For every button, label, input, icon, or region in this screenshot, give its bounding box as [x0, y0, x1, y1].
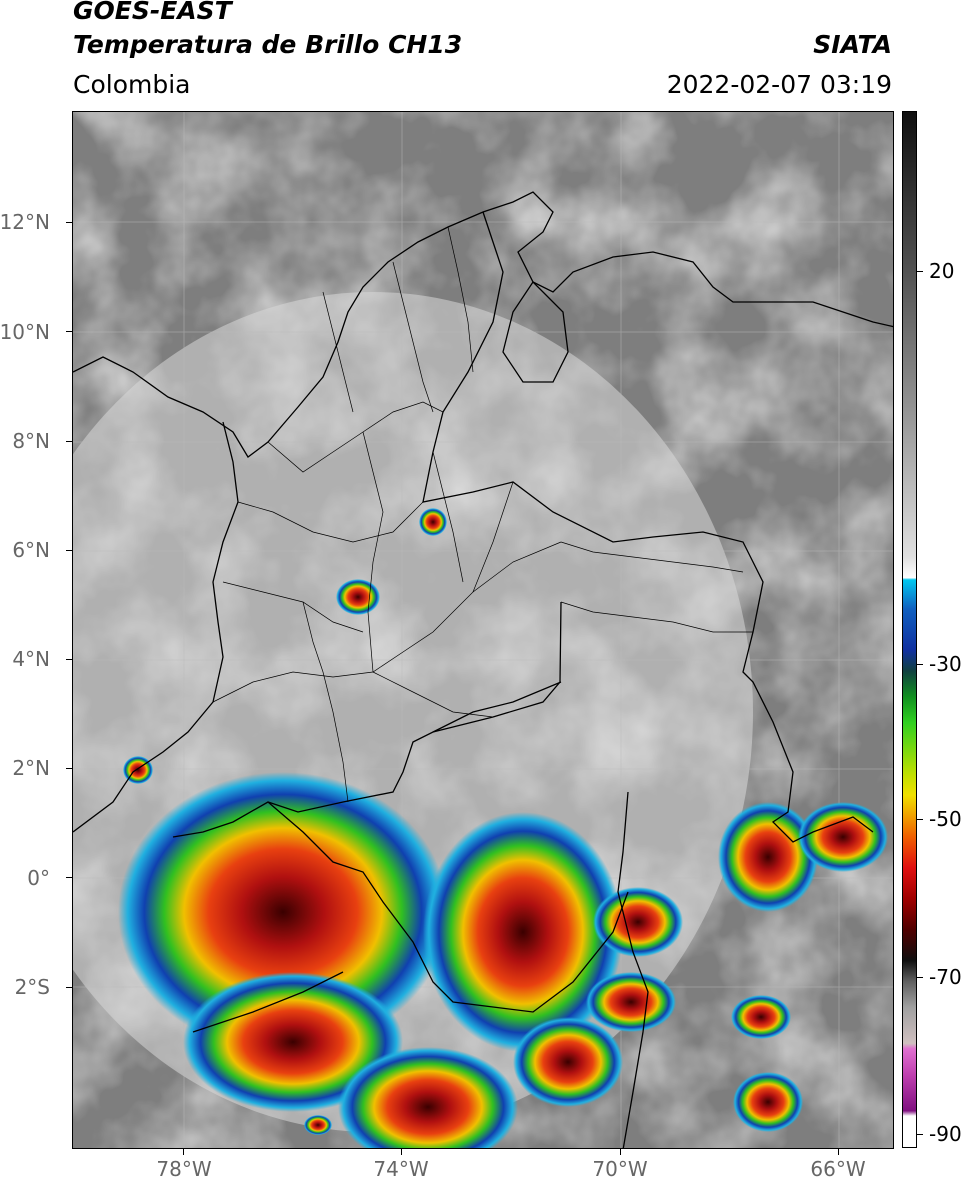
- lat-label-12n: 12°N: [0, 210, 50, 234]
- colorbar-tick: [917, 271, 923, 272]
- lat-tick: [66, 659, 72, 660]
- storm-cell: [798, 802, 888, 872]
- storm-cell: [593, 887, 683, 957]
- colorbar-tick: [917, 1134, 923, 1135]
- storm-cell: [733, 1072, 803, 1132]
- storm-cell: [304, 1115, 332, 1135]
- peru-internal-border: [192, 971, 344, 1033]
- venezuela-border: [422, 211, 874, 843]
- lat-tick: [66, 768, 72, 769]
- lon-label-70w: 70°W: [592, 1157, 648, 1181]
- storm-cell: [338, 1047, 518, 1148]
- department-borders: [212, 226, 753, 803]
- satellite-title: GOES-EAST: [73, 0, 232, 25]
- lake-maracaibo: [502, 280, 569, 383]
- colorbar-label-minus50: -50: [929, 807, 962, 831]
- caribbean-coastline: [73, 191, 893, 458]
- lat-tick: [66, 441, 72, 442]
- storm-cell: [419, 508, 447, 536]
- colorbar-label-minus90: -90: [929, 1122, 962, 1146]
- lat-label-0: 0°: [27, 866, 50, 890]
- colorbar-label-minus30: -30: [929, 652, 962, 676]
- lat-tick: [66, 877, 72, 878]
- storm-cell: [586, 972, 676, 1032]
- datetime-label: 2022-02-07 03:19: [666, 70, 892, 99]
- storm-cell: [423, 812, 623, 1052]
- map-svg: [73, 112, 893, 1148]
- lat-label-4n: 4°N: [12, 647, 50, 671]
- product-title: Temperatura de Brillo CH13: [73, 30, 463, 59]
- colorbar: [902, 111, 917, 1148]
- lon-tick: [620, 1149, 621, 1155]
- convective-storms: [118, 508, 888, 1148]
- storm-cell: [731, 995, 791, 1039]
- storm-cell: [118, 772, 448, 1052]
- colorbar-label-20: 20: [929, 259, 955, 283]
- lat-label-2s: 2°S: [14, 975, 50, 999]
- department-border: [432, 681, 562, 733]
- putumayo-border: [267, 801, 629, 1013]
- region-label: Colombia: [73, 70, 191, 99]
- lat-label-10n: 10°N: [0, 320, 50, 344]
- lon-label-74w: 74°W: [373, 1157, 429, 1181]
- satellite-map: [72, 111, 894, 1149]
- lat-tick: [66, 222, 72, 223]
- lon-label-78w: 78°W: [156, 1157, 212, 1181]
- lat-tick: [66, 331, 72, 332]
- brazil-border: [617, 791, 649, 1148]
- source-label: SIATA: [813, 30, 892, 59]
- lat-tick: [66, 550, 72, 551]
- colorbar-tick: [917, 819, 923, 820]
- storm-cell: [183, 972, 403, 1112]
- colorbar-tick: [917, 977, 923, 978]
- lat-label-6n: 6°N: [12, 538, 50, 562]
- colorbar-tick: [917, 664, 923, 665]
- storm-cell: [336, 579, 380, 615]
- lon-tick: [183, 1149, 184, 1155]
- lon-tick: [401, 1149, 402, 1155]
- lat-tick: [66, 987, 72, 988]
- colorbar-label-minus70: -70: [929, 965, 962, 989]
- storm-cell: [513, 1017, 623, 1107]
- lat-label-8n: 8°N: [12, 429, 50, 453]
- storm-cell: [718, 802, 818, 912]
- lat-label-2n: 2°N: [12, 756, 50, 780]
- lon-tick: [838, 1149, 839, 1155]
- ecuador-peru-border: [172, 601, 562, 838]
- lon-label-66w: 66°W: [810, 1157, 866, 1181]
